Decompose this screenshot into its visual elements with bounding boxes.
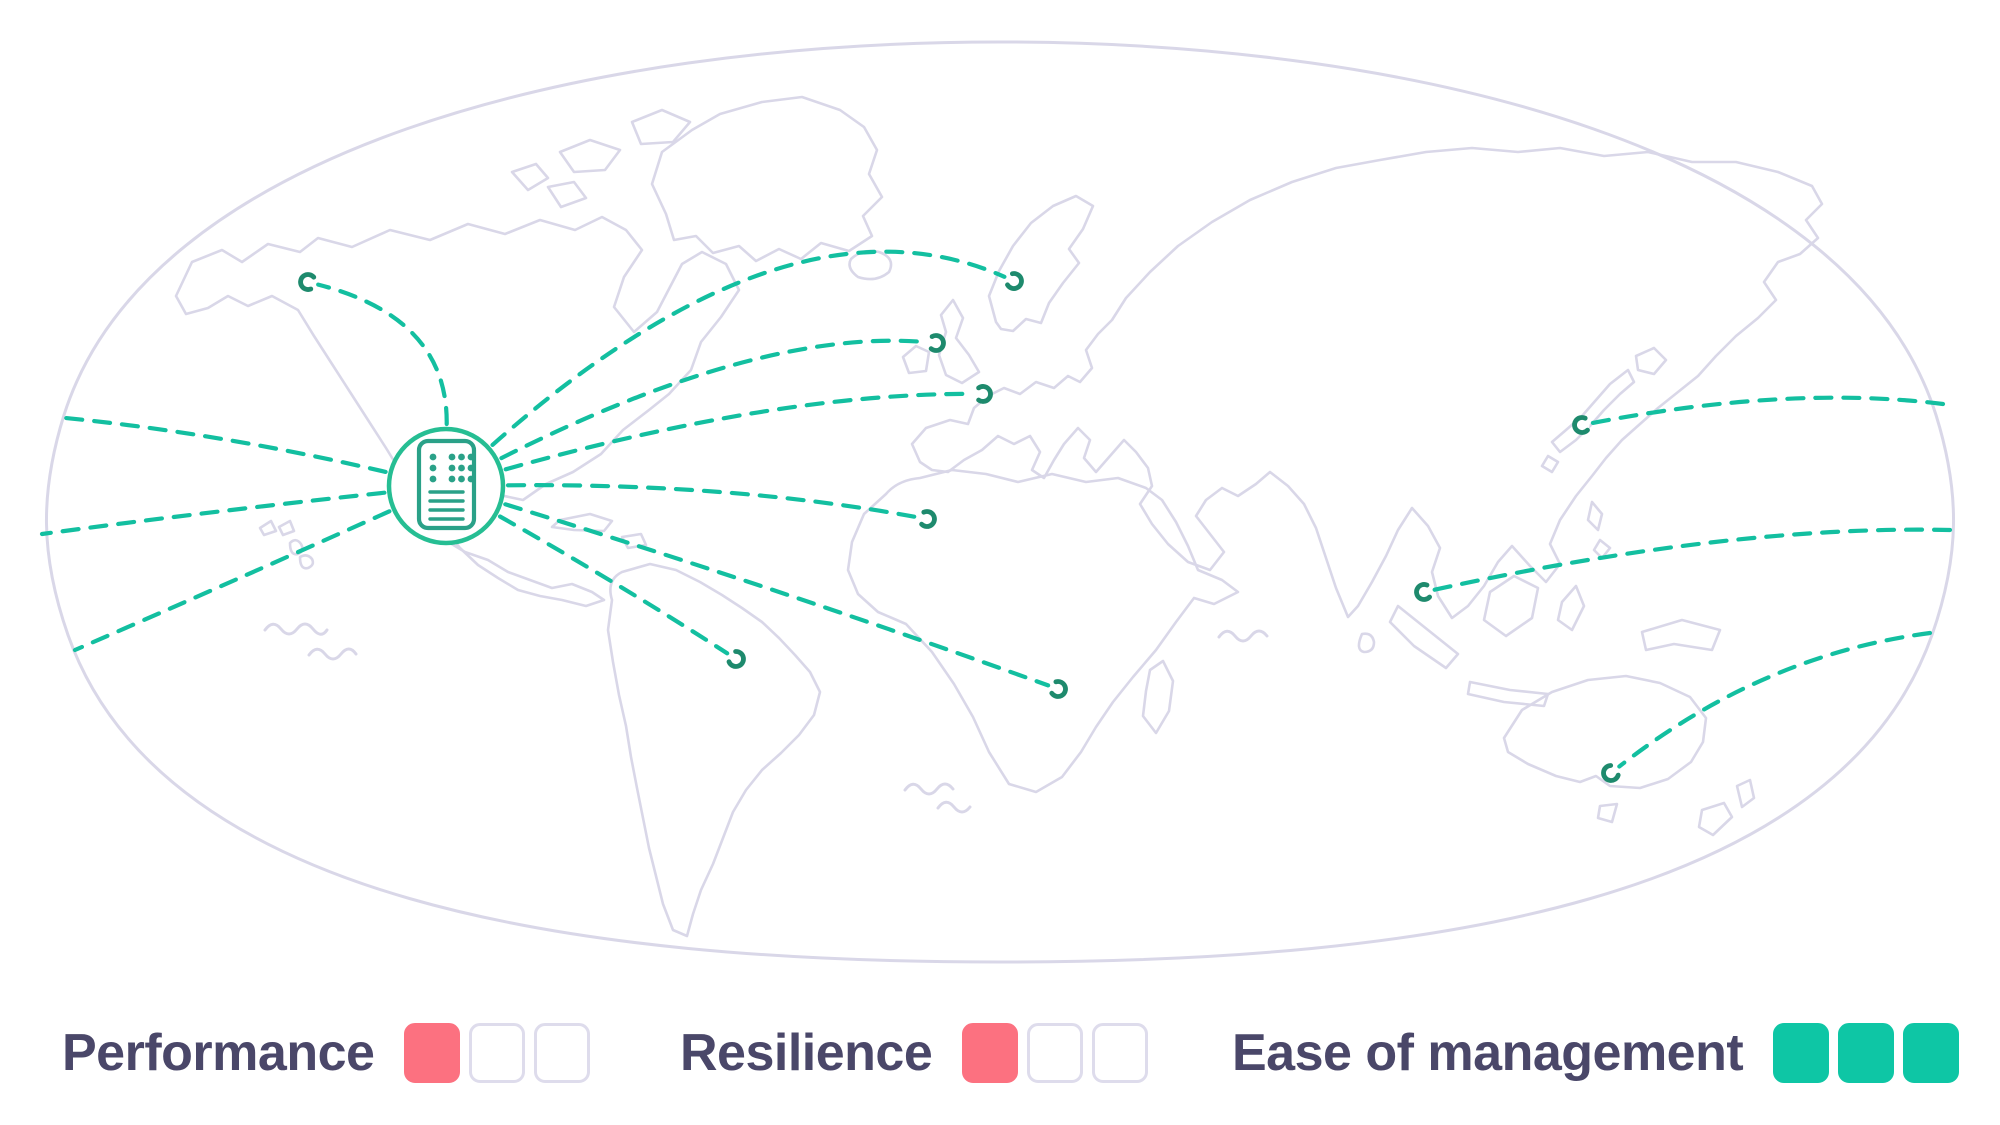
rating-box-empty: [469, 1023, 526, 1083]
wave-icon: [936, 800, 972, 814]
wave-icon: [307, 647, 358, 661]
connection-line-north-africa: [505, 483, 919, 520]
rating-boxes-performance: [404, 1023, 591, 1083]
legend: Performance Resilience Ease of managemen…: [0, 1008, 2000, 1098]
map-projection-border: [45, 40, 1955, 964]
connection-line-japan: [1590, 395, 1946, 426]
connection-line-australia-wrap-left: [72, 509, 392, 653]
landmass-new-guinea: [1640, 618, 1722, 652]
landmass-japan-kyushu: [1540, 454, 1560, 474]
endpoint-marker-norway: [1005, 271, 1024, 291]
landmass-borneo: [1482, 574, 1540, 638]
landmass-iceland: [848, 249, 893, 281]
connection-line-brazil: [497, 514, 730, 656]
landmass-pacific-island: [277, 519, 296, 537]
endpoint-marker-north-africa: [919, 509, 937, 529]
endpoint-marker-uk: [928, 333, 946, 353]
connection-line-uk: [499, 338, 928, 461]
endpoint-marker-japan: [1572, 415, 1590, 435]
endpoint-marker-southeast-asia: [1414, 582, 1432, 602]
rating-box-filled: [1838, 1023, 1895, 1083]
landmass-madagascar: [1141, 659, 1175, 735]
landmass-philippines: [1586, 500, 1604, 532]
landmass-japan-honshu: [1550, 368, 1636, 454]
landmass-sri-lanka: [1357, 632, 1376, 654]
landmass-hispaniola: [620, 532, 648, 550]
rating-box-empty: [1027, 1023, 1084, 1083]
landmasses: [174, 95, 1824, 938]
landmass-eurasia: [910, 146, 1824, 620]
legend-item-resilience: Resilience: [680, 1008, 1149, 1098]
rating-box-filled: [404, 1023, 461, 1083]
rating-boxes-resilience: [962, 1023, 1149, 1083]
endpoint-marker-central-europe: [976, 384, 993, 404]
rating-box-filled: [962, 1023, 1019, 1083]
landmass-great-britain: [937, 298, 981, 385]
wave-icon: [903, 782, 955, 796]
landmass-australia: [1502, 674, 1708, 790]
landmass-scandinavia: [987, 194, 1095, 333]
rating-box-empty: [534, 1023, 591, 1083]
connection-line-norway: [490, 249, 1007, 447]
landmass-arctic-island: [510, 162, 550, 192]
landmass-java: [1466, 680, 1550, 708]
landmass-tasmania: [1596, 802, 1619, 824]
connection-line-southeast-asia: [1432, 527, 1953, 592]
landmass-greenland: [650, 95, 884, 263]
rating-box-filled: [1903, 1023, 1960, 1083]
legend-label-resilience: Resilience: [680, 1024, 933, 1082]
rating-box-empty: [1092, 1023, 1149, 1083]
server-icon: [386, 426, 506, 546]
landmass-ireland: [901, 344, 931, 375]
landmass-south-america: [606, 562, 822, 938]
landmass-pacific-island: [298, 554, 315, 570]
endpoint-marker-australia: [1601, 763, 1621, 783]
legend-item-ease-of-management: Ease of management: [1232, 1008, 1960, 1098]
endpoint-marker-brazil: [726, 649, 746, 669]
landmass-north-america: [174, 215, 741, 608]
legend-label-ease-of-management: Ease of management: [1232, 1024, 1744, 1082]
server-rack-slots: [428, 490, 465, 521]
rating-box-filled: [1773, 1023, 1830, 1083]
connection-line-southern-africa: [503, 502, 1051, 688]
landmass-new-zealand: [1735, 778, 1756, 809]
endpoint-marker-alaska: [298, 272, 317, 292]
landmass-new-zealand: [1697, 801, 1734, 837]
legend-label-performance: Performance: [62, 1024, 375, 1082]
landmass-africa: [846, 468, 1240, 794]
endpoint-marker-southern-africa: [1049, 679, 1068, 699]
landmass-arctic-island: [630, 108, 692, 146]
server-rack-icon: [416, 438, 477, 531]
legend-item-performance: Performance: [62, 1008, 591, 1098]
rating-boxes-ease-of-management: [1773, 1023, 1960, 1083]
wave-icon: [263, 622, 329, 636]
connection-line-japan-wrap-left: [52, 414, 388, 474]
connection-lines: [39, 249, 1953, 769]
landmass-cuba: [550, 512, 614, 533]
connection-line-australia: [1617, 630, 1933, 769]
landmass-pacific-island: [258, 519, 278, 537]
server-rack-leds: [429, 453, 475, 483]
connection-line-central-europe: [503, 391, 975, 472]
connection-line-se-asia-wrap-left: [39, 490, 387, 537]
endpoint-markers: [298, 271, 1621, 783]
wave-icon: [1217, 629, 1269, 643]
landmass-arctic-island: [558, 138, 622, 174]
landmass-japan-hokkaido: [1634, 346, 1668, 376]
ocean-waves: [263, 622, 1269, 814]
landmass-arctic-island: [546, 180, 588, 209]
connection-line-alaska: [316, 282, 449, 427]
landmass-sulawesi: [1556, 584, 1586, 632]
landmass-sumatra: [1388, 604, 1460, 670]
